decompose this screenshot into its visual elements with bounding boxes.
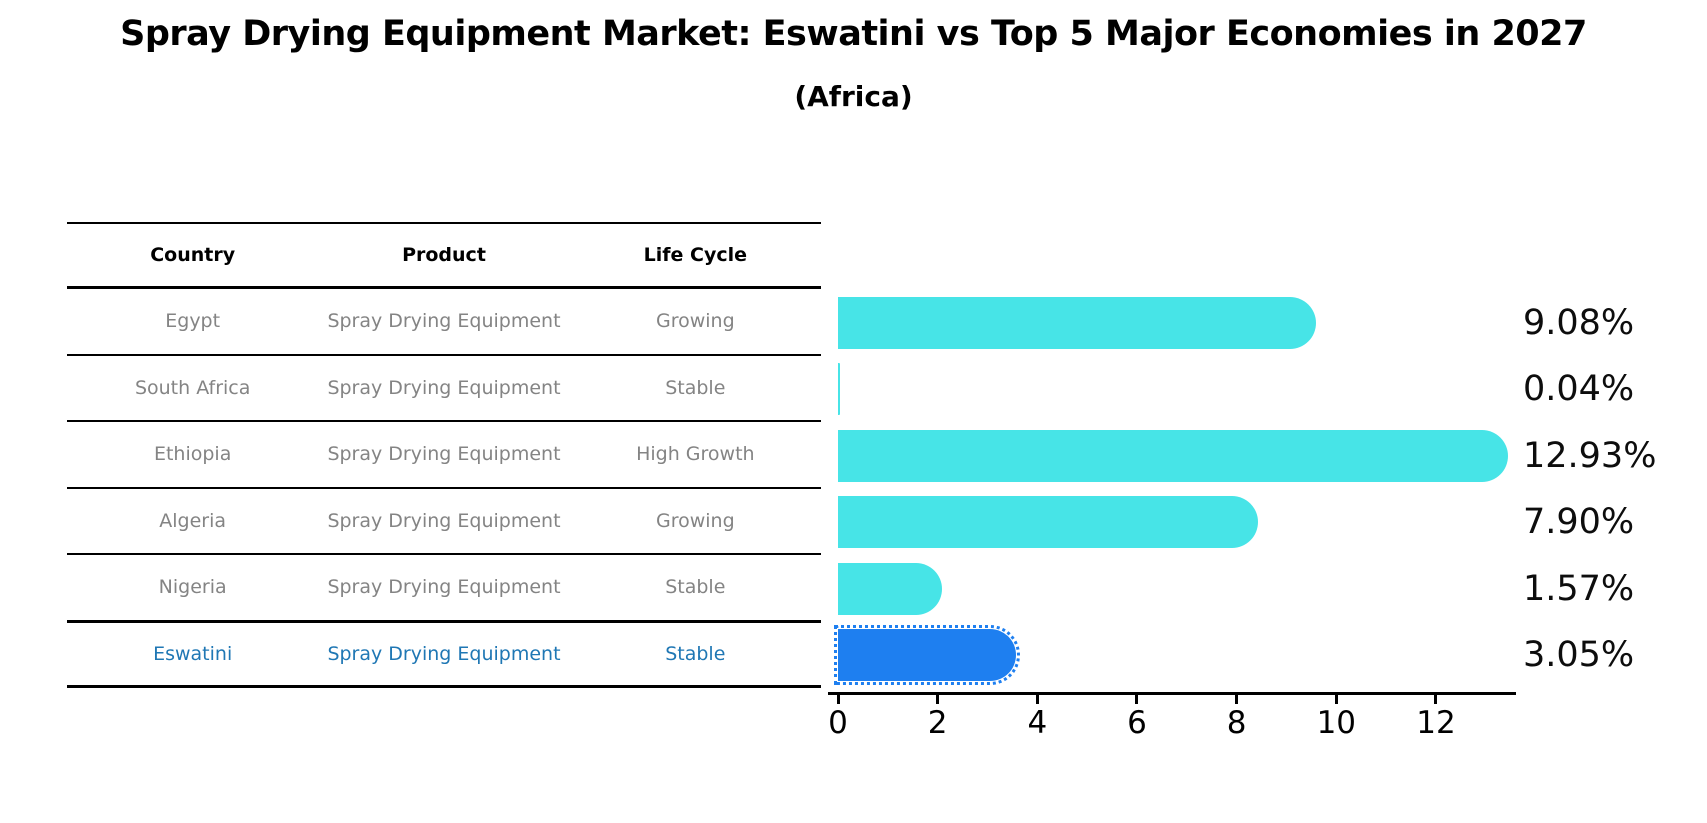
x-axis-line bbox=[828, 692, 1516, 695]
value-label: 1.57% bbox=[1523, 568, 1635, 609]
table-row: Egypt Spray Drying Equipment Growing bbox=[67, 289, 821, 356]
x-tick-label: 2 bbox=[927, 705, 948, 741]
table-row: Algeria Spray Drying Equipment Growing bbox=[67, 489, 821, 555]
x-tick-label: 12 bbox=[1416, 705, 1456, 741]
country-table: Country Product Life Cycle Egypt Spray Dr… bbox=[67, 222, 821, 688]
table-cell-country: Nigeria bbox=[158, 576, 227, 599]
x-tick-label: 6 bbox=[1127, 705, 1147, 741]
col-header-country: Country bbox=[150, 244, 236, 266]
table-cell-lifecycle: Stable bbox=[665, 576, 726, 599]
x-tick-label: 0 bbox=[828, 705, 848, 741]
table-cell-country: South Africa bbox=[134, 376, 251, 399]
x-tick-mark bbox=[1035, 694, 1039, 704]
table-header-row: Country Product Life Cycle bbox=[67, 222, 821, 289]
table-cell-product: Spray Drying Equipment bbox=[327, 376, 561, 399]
table-cell-country: Egypt bbox=[165, 310, 221, 333]
table-row: Nigeria Spray Drying Equipment Stable bbox=[67, 555, 821, 622]
x-tick-label: 4 bbox=[1027, 705, 1048, 741]
table-cell-lifecycle: Growing bbox=[655, 310, 735, 333]
table-cell-product: Spray Drying Equipment bbox=[327, 443, 561, 466]
bar-ethiopia bbox=[838, 429, 1509, 482]
x-tick-mark bbox=[1135, 694, 1139, 704]
table-cell-product: Spray Drying Equipment bbox=[327, 310, 561, 333]
x-tick-mark bbox=[1334, 694, 1338, 704]
x-tick-mark bbox=[936, 694, 940, 704]
value-label: 0.04% bbox=[1523, 369, 1635, 409]
x-tick-mark bbox=[1434, 694, 1438, 704]
bar-south-africa bbox=[838, 363, 840, 415]
table-cell-product: Spray Drying Equipment bbox=[327, 509, 561, 532]
col-header-product: Product bbox=[402, 244, 486, 266]
x-tick-mark bbox=[836, 694, 840, 704]
table-row: Eswatini Spray Drying Equipment Stable bbox=[67, 621, 821, 688]
bar-algeria bbox=[838, 496, 1258, 548]
bar-highlight-eswatini bbox=[834, 625, 1020, 685]
table-cell-lifecycle: High Growth bbox=[636, 443, 755, 466]
col-header-lifecycle: Life Cycle bbox=[643, 244, 748, 266]
value-label: 12.93% bbox=[1523, 435, 1657, 476]
table-cell-lifecycle: Stable bbox=[665, 376, 726, 399]
x-tick-mark bbox=[1235, 694, 1239, 704]
table-row: South Africa Spray Drying Equipment Stable bbox=[67, 356, 821, 422]
x-tick-label: 8 bbox=[1226, 705, 1247, 741]
table-body: Egypt Spray Drying Equipment Growing South … bbox=[67, 289, 821, 688]
table-cell-country: Algeria bbox=[159, 509, 227, 532]
bar-egypt bbox=[838, 296, 1317, 349]
table-cell-product: Spray Drying Equipment bbox=[327, 576, 561, 599]
table-cell-country: Ethiopia bbox=[153, 443, 232, 466]
chart-title: Spray Drying Equipment Market: Eswatini … bbox=[120, 14, 1587, 54]
table-row: Ethiopia Spray Drying Equipment High Growt… bbox=[67, 422, 821, 489]
value-label: 3.05% bbox=[1523, 635, 1635, 675]
table-cell-lifecycle: Stable bbox=[665, 642, 726, 665]
table-cell-country: Eswatini bbox=[153, 642, 233, 665]
value-label: 9.08% bbox=[1523, 302, 1635, 343]
value-label: 7.90% bbox=[1523, 502, 1635, 542]
table-cell-product: Spray Drying Equipment bbox=[327, 642, 561, 665]
bar-nigeria bbox=[838, 562, 943, 615]
x-tick-label: 10 bbox=[1316, 705, 1357, 741]
table-cell-lifecycle: Growing bbox=[655, 509, 735, 532]
chart-subtitle: (Africa) bbox=[794, 80, 913, 113]
